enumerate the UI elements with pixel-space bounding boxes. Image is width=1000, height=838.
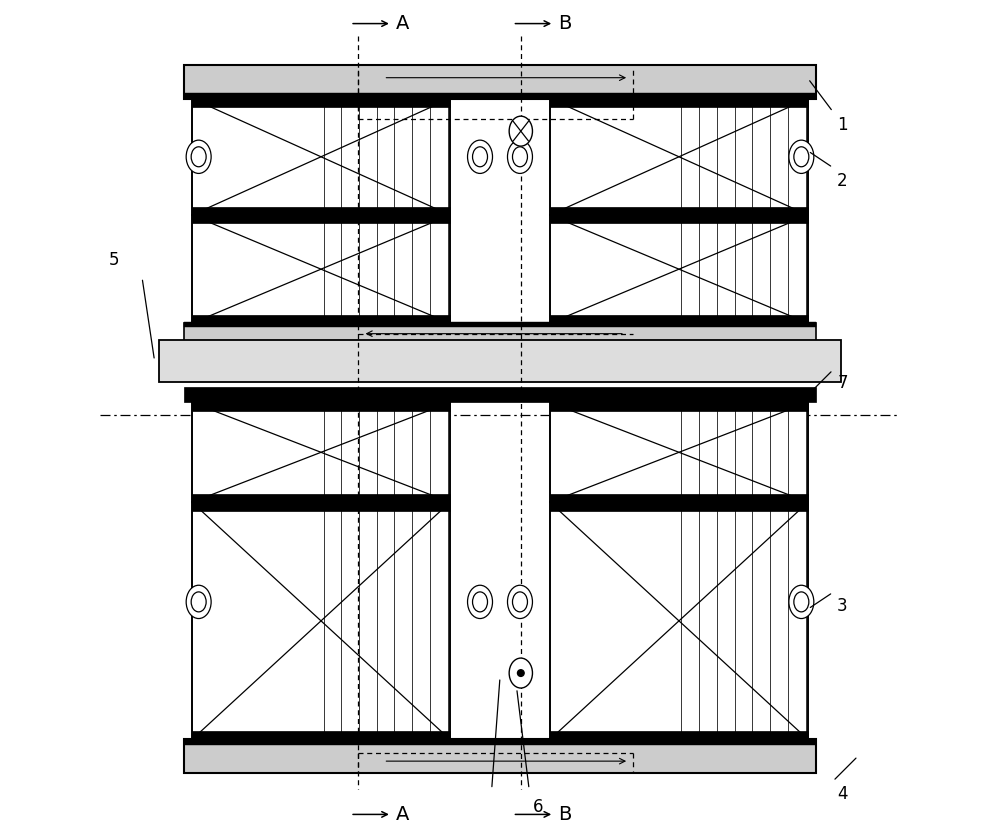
Bar: [159, 340, 841, 381]
Ellipse shape: [794, 592, 809, 612]
Bar: [550, 315, 808, 323]
Bar: [550, 215, 808, 224]
Bar: [192, 494, 450, 502]
Bar: [550, 502, 808, 739]
Bar: [184, 93, 816, 99]
Bar: [550, 402, 808, 502]
Bar: [192, 732, 450, 739]
Bar: [192, 502, 450, 739]
Bar: [184, 65, 816, 99]
Text: B: B: [558, 805, 572, 824]
Ellipse shape: [789, 140, 814, 173]
Ellipse shape: [473, 147, 488, 167]
Bar: [550, 501, 808, 510]
Bar: [192, 502, 450, 739]
Bar: [550, 98, 808, 106]
Bar: [192, 401, 450, 411]
Bar: [184, 739, 816, 773]
Bar: [192, 215, 450, 323]
Bar: [550, 215, 808, 323]
Text: A: A: [396, 14, 409, 33]
Bar: [192, 315, 450, 323]
Text: 6: 6: [533, 798, 544, 815]
Text: 3: 3: [837, 597, 848, 614]
Ellipse shape: [789, 585, 814, 618]
Bar: [192, 207, 450, 215]
Bar: [192, 215, 450, 224]
Circle shape: [517, 670, 524, 676]
Ellipse shape: [794, 147, 809, 167]
Text: A: A: [396, 805, 409, 824]
Ellipse shape: [512, 592, 527, 612]
Bar: [184, 387, 816, 402]
Bar: [550, 402, 808, 502]
Ellipse shape: [509, 658, 532, 688]
Bar: [192, 99, 450, 215]
Ellipse shape: [468, 140, 493, 173]
Bar: [184, 323, 816, 344]
Ellipse shape: [191, 592, 206, 612]
Bar: [550, 494, 808, 502]
Bar: [192, 99, 450, 215]
Bar: [550, 99, 808, 215]
Bar: [192, 402, 450, 502]
Ellipse shape: [509, 116, 532, 146]
Ellipse shape: [186, 140, 211, 173]
Ellipse shape: [512, 147, 527, 167]
Bar: [192, 402, 450, 502]
Text: 1: 1: [837, 116, 848, 134]
Text: 2: 2: [837, 172, 848, 189]
Text: 4: 4: [837, 785, 848, 804]
Bar: [192, 501, 450, 510]
Ellipse shape: [191, 147, 206, 167]
Bar: [550, 502, 808, 739]
Bar: [550, 99, 808, 215]
Bar: [192, 215, 450, 323]
Bar: [184, 323, 816, 328]
Bar: [550, 401, 808, 411]
Text: 7: 7: [837, 374, 848, 392]
Bar: [550, 732, 808, 739]
Text: 5: 5: [109, 251, 119, 269]
Bar: [550, 215, 808, 323]
Ellipse shape: [507, 585, 532, 618]
Ellipse shape: [473, 592, 488, 612]
Ellipse shape: [507, 140, 532, 173]
Text: B: B: [558, 14, 572, 33]
Ellipse shape: [186, 585, 211, 618]
Ellipse shape: [468, 585, 493, 618]
Bar: [550, 207, 808, 215]
Bar: [192, 98, 450, 106]
Bar: [184, 739, 816, 745]
